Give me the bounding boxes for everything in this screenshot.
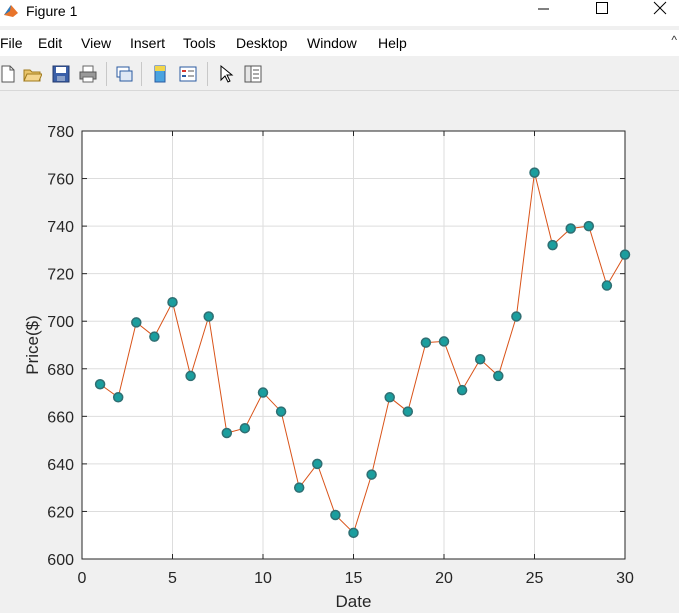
print-icon[interactable] [78,64,98,84]
menu-desktop[interactable]: Desktop [236,35,288,51]
minimize-icon [538,8,549,10]
data-point-marker [330,509,341,521]
data-point-marker [275,406,287,417]
data-point-marker [438,336,450,347]
data-point-marker [257,387,269,398]
x-tick-label: 20 [435,570,453,587]
minimize-button[interactable] [516,0,572,22]
property-inspector-icon[interactable] [243,64,263,84]
maximize-button[interactable] [574,0,630,22]
y-axis-label: Price($) [23,315,42,375]
new-file-icon[interactable] [0,64,18,84]
y-tick-label: 780 [47,124,74,141]
matlab-logo-icon [4,5,18,17]
data-point-marker [420,337,432,348]
title-bar: Figure 1 [0,0,679,26]
save-icon[interactable] [51,64,71,84]
x-tick-label: 30 [616,570,634,587]
data-point-marker [619,249,631,260]
data-point-marker [185,370,196,382]
price-series-line [99,172,626,534]
data-point-marker [474,354,486,365]
x-tick-label: 0 [78,570,87,587]
menu-insert[interactable]: Insert [130,35,166,51]
data-point-marker [402,406,414,417]
link-plot-icon[interactable] [114,64,134,84]
open-folder-icon[interactable] [22,64,42,84]
toolbar [0,56,679,91]
toolbar-separator [106,62,107,86]
data-point-marker [511,311,522,322]
toolbar-separator [207,62,208,86]
data-point-marker [94,378,106,390]
x-axis-label: Date [336,592,372,611]
data-point-marker [529,167,540,178]
menu-help[interactable]: Help [378,35,407,51]
y-tick-label: 740 [47,219,74,236]
menu-tools[interactable]: Tools [183,35,216,51]
data-point-marker [366,469,377,480]
maximize-icon [596,2,608,14]
data-point-marker [167,296,178,308]
data-point-marker [221,427,233,439]
x-tick-label: 15 [345,570,363,587]
toolstrip-toggle[interactable]: ^ [671,33,677,47]
menu-bar: File Edit View Insert Tools Desktop Wind… [0,30,679,56]
data-point-marker [348,527,359,539]
y-tick-label: 640 [47,457,74,474]
x-tick-label: 5 [168,570,177,587]
y-tick-label: 660 [47,409,74,426]
menu-view[interactable]: View [81,35,112,51]
data-point-marker [239,422,251,434]
x-tick-label: 10 [254,570,272,587]
menu-edit[interactable]: Edit [38,35,63,51]
y-tick-label: 600 [47,552,74,569]
close-icon [653,1,667,15]
window-title: Figure 1 [26,3,78,19]
data-point-marker [565,223,576,234]
colorbar-icon[interactable] [150,64,170,84]
data-point-marker [312,458,323,470]
y-tick-label: 680 [47,362,74,379]
y-tick-label: 620 [47,504,74,521]
x-tick-label: 25 [526,570,544,587]
data-point-marker [203,311,214,322]
y-tick-label: 720 [47,267,74,284]
data-point-marker [583,220,595,232]
toolbar-separator [141,62,142,86]
data-point-marker [149,331,160,342]
data-point-marker [384,392,395,403]
menu-file[interactable]: File [0,35,23,51]
data-point-marker [293,482,305,493]
menu-window[interactable]: Window [307,35,357,51]
data-point-marker [601,280,613,291]
data-point-marker [456,384,468,396]
legend-icon[interactable] [178,64,198,84]
data-point-marker [131,317,142,328]
data-point-marker [112,392,124,403]
y-tick-label: 700 [47,314,74,331]
y-tick-label: 760 [47,172,74,189]
close-button[interactable] [632,0,679,22]
data-point-marker [547,239,558,251]
figure-canvas[interactable]: 0 5 10 15 20 25 30 600 620 640 660 680 700 720 740 760 7… [0,91,679,613]
price-series-markers [94,167,631,539]
ticks: 0 5 10 15 20 25 30 600 620 640 660 680 700 720 740 760 7… [47,124,634,587]
pointer-icon[interactable] [216,64,236,84]
data-point-marker [493,370,504,382]
